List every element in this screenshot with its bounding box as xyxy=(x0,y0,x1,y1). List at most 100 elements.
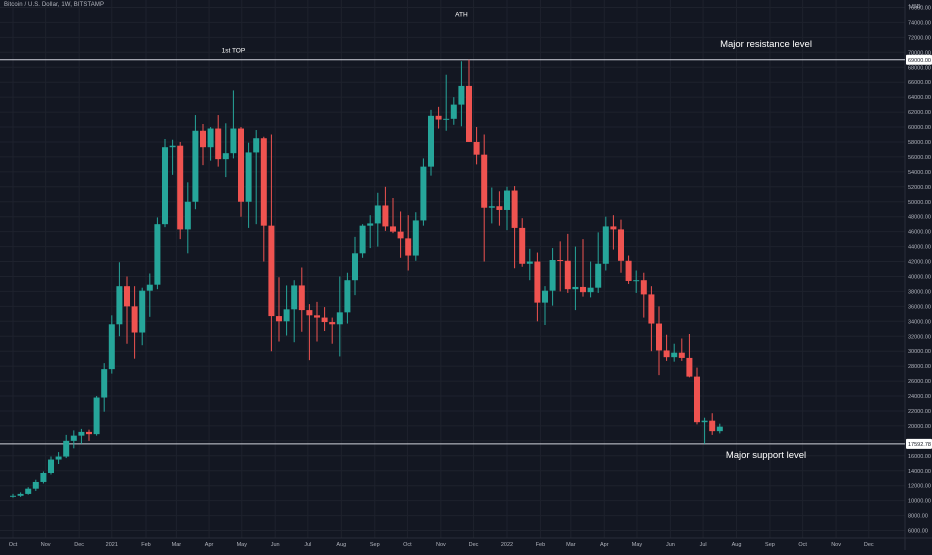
candle-up xyxy=(504,190,510,210)
candle-down xyxy=(215,128,222,160)
x-tick-label: Oct xyxy=(403,542,412,548)
candle-up xyxy=(542,290,548,303)
x-tick-label: Mar xyxy=(566,542,576,548)
y-tick-label: 64000.00 xyxy=(908,95,931,101)
candle-up xyxy=(412,220,419,256)
candle-down xyxy=(686,357,693,377)
candle-down xyxy=(625,260,632,281)
x-tick-label: Feb xyxy=(536,542,545,548)
candle-up xyxy=(526,261,533,264)
candle-up xyxy=(245,152,252,202)
symbol-title: Bitcoin / U.S. Dollar, 1W, BITSTAMP xyxy=(4,2,105,8)
candle-up xyxy=(116,286,123,325)
candle-up xyxy=(25,488,32,494)
candle-up xyxy=(55,456,62,460)
candle-up xyxy=(154,224,161,285)
y-tick-label: 60000.00 xyxy=(908,125,931,131)
candle-up xyxy=(207,128,214,148)
candle-up xyxy=(633,280,640,282)
y-tick-label: 44000.00 xyxy=(908,245,931,251)
y-tick-label: 42000.00 xyxy=(908,260,931,266)
candle-up xyxy=(602,226,609,264)
candle-up xyxy=(108,324,115,370)
candle-up xyxy=(701,420,708,423)
level-label: Major support level xyxy=(726,450,806,461)
candle-up xyxy=(184,201,191,230)
y-tick-label: 36000.00 xyxy=(908,304,931,310)
candle-down xyxy=(238,128,244,202)
x-tick-label: Oct xyxy=(798,542,807,548)
candle-down xyxy=(405,238,412,256)
y-tick-label: 8000.00 xyxy=(908,514,928,520)
level-price-tag xyxy=(906,438,932,449)
candle-down xyxy=(260,138,267,226)
y-tick-label: 52000.00 xyxy=(908,185,931,191)
candle-down xyxy=(640,280,647,295)
y-tick-label: 50000.00 xyxy=(908,200,931,206)
candle-down xyxy=(534,261,541,303)
x-tick-label: Nov xyxy=(831,542,841,548)
candle-up xyxy=(572,286,579,290)
candle-down xyxy=(618,229,624,261)
x-tick-label: 2021 xyxy=(106,542,118,548)
candle-down xyxy=(177,145,184,230)
candle-up xyxy=(93,397,100,435)
annotation-label: ATH xyxy=(455,11,468,18)
candle-up xyxy=(374,205,381,224)
candle-up xyxy=(367,223,374,226)
x-tick-label: May xyxy=(632,542,643,548)
x-tick-label: Apr xyxy=(600,542,609,548)
y-tick-label: 48000.00 xyxy=(908,215,931,221)
x-tick-label: Sep xyxy=(765,542,775,548)
y-tick-label: 76000.00 xyxy=(908,5,931,11)
y-tick-label: 38000.00 xyxy=(908,289,931,295)
candle-down xyxy=(397,231,404,239)
y-tick-label: 10000.00 xyxy=(908,499,931,505)
candle-up xyxy=(63,440,70,457)
candle-up xyxy=(17,493,24,496)
currency-label: USD xyxy=(909,4,921,10)
candle-down xyxy=(648,294,655,324)
candle-down xyxy=(656,323,662,351)
candle-up xyxy=(230,128,237,154)
candle-up xyxy=(139,290,146,333)
x-tick-label: 2022 xyxy=(501,542,513,548)
x-tick-label: Sep xyxy=(370,542,380,548)
candle-up xyxy=(458,85,465,105)
candle-up xyxy=(78,431,85,436)
y-tick-label: 54000.00 xyxy=(908,170,931,176)
y-tick-label: 58000.00 xyxy=(908,140,931,146)
y-tick-label: 74000.00 xyxy=(908,20,931,26)
x-tick-label: Dec xyxy=(864,542,874,548)
y-tick-label: 72000.00 xyxy=(908,35,931,41)
candle-up xyxy=(162,147,168,225)
y-tick-label: 26000.00 xyxy=(908,379,931,385)
y-tick-label: 68000.00 xyxy=(908,65,931,71)
candle-down xyxy=(124,286,130,307)
x-tick-label: Feb xyxy=(141,542,150,548)
candle-up xyxy=(716,426,723,432)
candle-down xyxy=(466,85,472,142)
candle-down xyxy=(306,310,313,316)
x-tick-label: Dec xyxy=(469,542,479,548)
candle-up xyxy=(549,260,556,291)
x-tick-label: Jul xyxy=(700,542,707,548)
candle-down xyxy=(709,420,716,432)
candle-up xyxy=(283,309,290,322)
y-tick-label: 12000.00 xyxy=(908,484,931,490)
candle-up xyxy=(450,104,457,119)
candle-down xyxy=(200,130,206,148)
candle-up xyxy=(488,206,495,208)
candle-down xyxy=(694,376,700,423)
x-tick-label: Jun xyxy=(666,542,675,548)
candle-up xyxy=(344,280,351,313)
x-tick-label: Apr xyxy=(205,542,214,548)
y-tick-label: 56000.00 xyxy=(908,155,931,161)
candle-down xyxy=(329,322,336,325)
y-tick-label: 28000.00 xyxy=(908,364,931,370)
x-tick-label: Mar xyxy=(172,542,182,548)
candle-down xyxy=(268,225,275,317)
level-price-label: 69000.00 xyxy=(908,58,931,64)
